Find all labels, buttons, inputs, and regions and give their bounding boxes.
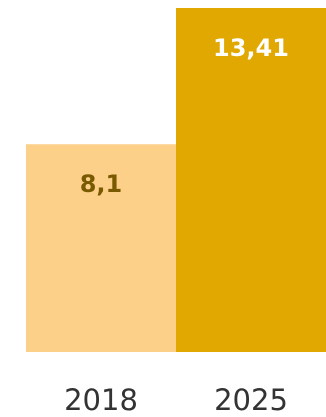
value-label-2025: 13,41: [213, 34, 289, 62]
x-tick-label-2025: 2025: [214, 383, 288, 417]
x-tick-label-2018: 2018: [64, 383, 138, 417]
value-labels-group: 8,1 13,41: [80, 34, 289, 198]
value-label-2018: 8,1: [80, 170, 123, 198]
bar-2018: [26, 144, 176, 352]
bar-2025: [176, 8, 326, 352]
x-tick-labels-group: 2018 2025: [64, 383, 288, 417]
bars-group: [26, 8, 326, 352]
